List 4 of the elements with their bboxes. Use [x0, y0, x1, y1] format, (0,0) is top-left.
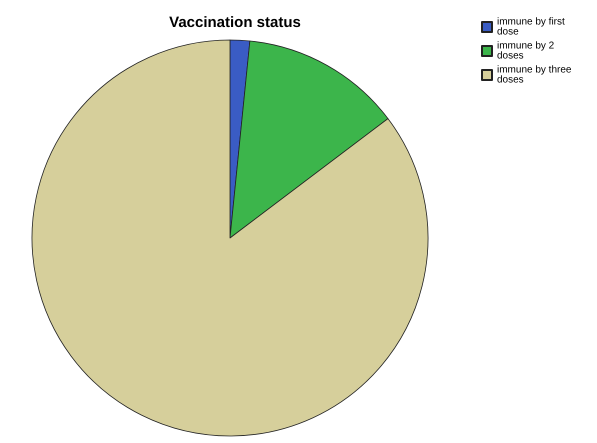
- legend-label: immune by three doses: [497, 64, 574, 86]
- chart-title: Vaccination status: [169, 14, 301, 31]
- legend-label: immune by first dose: [497, 16, 568, 38]
- legend-label: immune by 2 doses: [497, 40, 558, 62]
